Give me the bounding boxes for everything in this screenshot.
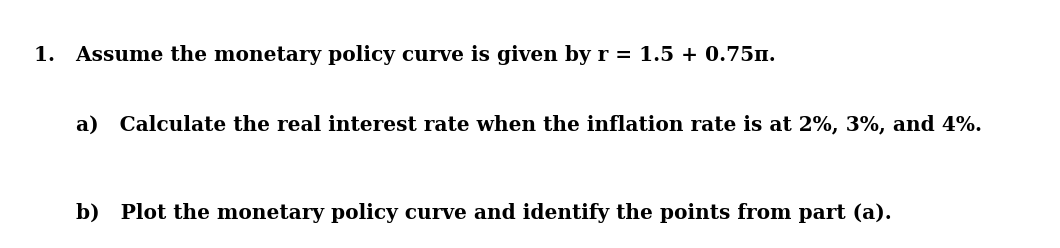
Text: 1.   Assume the monetary policy curve is given by r = 1.5 + 0.75π.: 1. Assume the monetary policy curve is g… <box>34 45 776 65</box>
Text: a)   Calculate the real interest rate when the inflation rate is at 2%, 3%, and : a) Calculate the real interest rate when… <box>34 114 982 134</box>
Text: b)   Plot the monetary policy curve and identify the points from part (a).: b) Plot the monetary policy curve and id… <box>34 203 891 223</box>
